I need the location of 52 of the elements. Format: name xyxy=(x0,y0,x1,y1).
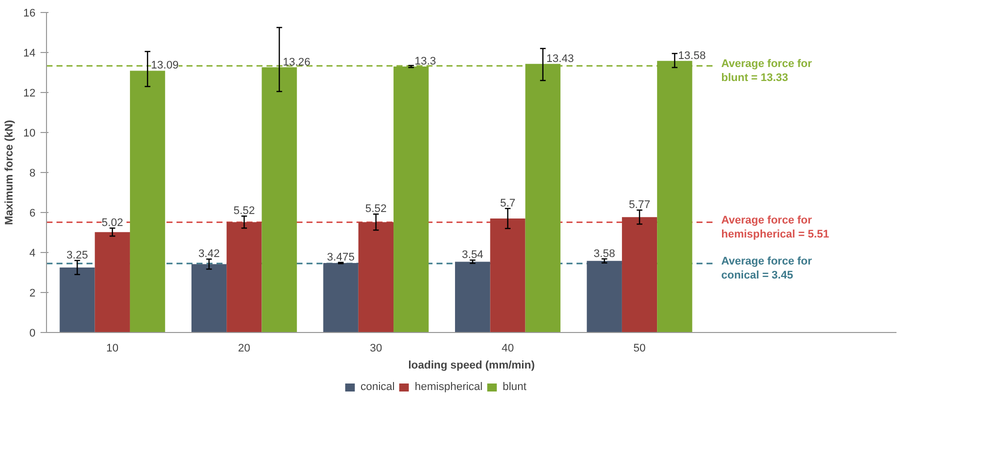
data-label: 13.26 xyxy=(282,56,310,68)
ref-line-label: Average force for blunt = 13.33 xyxy=(721,58,813,84)
y-tick-label: 0 xyxy=(29,328,36,340)
bar xyxy=(455,262,490,332)
y-tick-label: 12 xyxy=(23,88,36,100)
y-tick-label: 8 xyxy=(29,168,36,180)
y-axis-title: Maximum force (kN) xyxy=(3,120,16,226)
y-tick-label: 6 xyxy=(29,208,36,220)
data-label: 13.43 xyxy=(546,52,574,65)
bar xyxy=(226,222,262,332)
bar xyxy=(525,64,560,332)
x-tick-label: 50 xyxy=(633,342,646,354)
data-label: 5.77 xyxy=(628,199,650,212)
data-label: 5.02 xyxy=(102,217,124,230)
y-tick-label: 4 xyxy=(29,248,36,260)
x-axis-title: loading speed (mm/min) xyxy=(408,360,536,372)
y-tick-label: 14 xyxy=(23,48,36,60)
bar xyxy=(94,232,130,332)
y-tick-label: 16 xyxy=(23,8,36,20)
data-label: 5.52 xyxy=(233,205,255,218)
bar xyxy=(130,70,166,332)
bar xyxy=(191,264,227,332)
data-label: 13.58 xyxy=(678,50,706,62)
data-label: 13.09 xyxy=(151,60,179,72)
y-tick-label: 10 xyxy=(23,128,36,140)
data-label: 3.58 xyxy=(594,248,616,260)
x-tick-label: 10 xyxy=(106,342,119,354)
ref-line-label: Average force for hemispherical = 5.51 xyxy=(721,214,830,240)
bar xyxy=(394,66,429,332)
ref-line-label: Average force for conical = 3.45 xyxy=(721,256,813,282)
data-label: 5.7 xyxy=(500,198,516,210)
bar xyxy=(490,218,526,332)
bar xyxy=(657,60,692,332)
bar xyxy=(622,217,658,332)
x-tick-label: 40 xyxy=(502,342,514,354)
legend-label: conical xyxy=(360,381,395,393)
bar xyxy=(60,268,95,332)
bar xyxy=(586,260,622,332)
bar xyxy=(262,67,297,332)
x-tick-label: 20 xyxy=(238,342,250,354)
data-label: 3.25 xyxy=(66,250,88,262)
x-tick-label: 30 xyxy=(370,342,382,354)
data-label: 5.52 xyxy=(365,203,387,216)
data-label: 3.475 xyxy=(327,251,355,264)
bar xyxy=(358,222,394,332)
y-tick-label: 2 xyxy=(29,288,36,300)
data-label: 13.3 xyxy=(414,56,436,68)
legend-label: blunt xyxy=(502,381,526,393)
legend-label: hemispherical xyxy=(414,381,483,393)
bar xyxy=(323,263,358,332)
data-label: 3.54 xyxy=(462,249,484,262)
data-label: 3.42 xyxy=(198,248,220,260)
